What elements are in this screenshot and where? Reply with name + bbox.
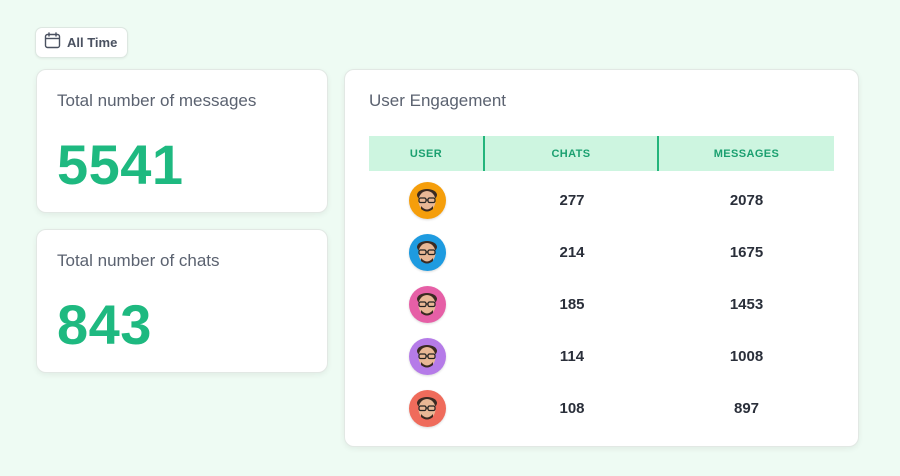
messages-cell: 897 [733,399,760,417]
messages-stat-card: Total number of messages 5541 [36,69,328,213]
table-row[interactable]: 214 1675 [369,226,834,278]
column-header-chats[interactable]: CHATS [485,136,659,171]
avatar[interactable] [408,389,446,427]
avatar[interactable] [408,337,446,375]
messages-stat-title: Total number of messages [57,91,257,110]
chats-cell: 277 [559,191,585,209]
messages-cell: 1675 [729,243,764,261]
date-filter-button[interactable]: All Time [35,27,129,58]
table-row[interactable]: 185 1453 [369,278,834,330]
date-filter-label: All Time [67,35,118,50]
table-row[interactable]: 108 897 [369,382,834,434]
avatar[interactable] [408,285,446,323]
messages-stat-value: 5541 [57,133,184,196]
calendar-icon [44,31,61,54]
chats-cell: 214 [559,243,585,261]
column-header-user[interactable]: USER [369,136,485,171]
messages-cell: 2078 [729,191,764,209]
table-body: 277 2078 214 1675 185 1453 114 1008 108 … [369,174,834,434]
chats-cell: 108 [559,399,585,417]
avatar[interactable] [408,181,446,219]
chats-cell: 185 [559,295,585,313]
messages-cell: 1008 [729,347,764,365]
table-header: USER CHATS MESSAGES [369,136,834,171]
table-row[interactable]: 114 1008 [369,330,834,382]
chats-stat-card: Total number of chats 843 [36,229,328,373]
chats-stat-title: Total number of chats [57,251,220,270]
chats-cell: 114 [559,347,585,365]
messages-cell: 1453 [729,295,764,313]
chats-stat-value: 843 [57,293,152,356]
table-row[interactable]: 277 2078 [369,174,834,226]
avatar[interactable] [408,233,446,271]
column-header-messages[interactable]: MESSAGES [713,147,780,160]
user-engagement-title: User Engagement [369,91,507,110]
user-engagement-card: User Engagement USER CHATS MESSAGES 277 … [344,69,859,447]
